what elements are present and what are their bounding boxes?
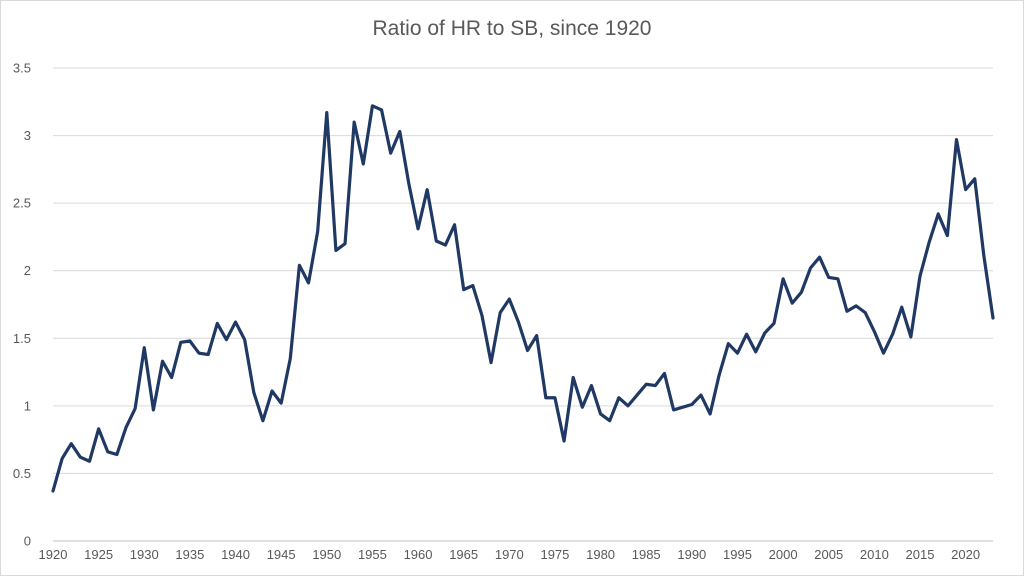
y-tick-label: 1	[24, 398, 31, 413]
x-tick-label: 1975	[540, 547, 569, 562]
x-tick-label: 2005	[814, 547, 843, 562]
series-layer	[51, 104, 995, 493]
y-tick-label: 1.5	[13, 331, 31, 346]
chart-title: Ratio of HR to SB, since 1920	[372, 17, 652, 40]
y-axis-tick-labels: 0 0.5 1 1.5 2 2.5 3 3.5	[13, 61, 31, 549]
x-axis-tick-labels: 1920 1925 1930 1935 1940 1945 1950 1955 1960 1965…	[39, 547, 981, 562]
x-tick-label: 1920	[39, 547, 68, 562]
y-tick-label: 2	[24, 263, 31, 278]
x-tick-label: 1925	[84, 547, 113, 562]
x-tick-label: 1945	[267, 547, 296, 562]
x-tick-label: 1965	[449, 547, 478, 562]
x-tick-label: 2020	[951, 547, 980, 562]
x-tick-label: 1935	[175, 547, 204, 562]
x-tick-label: 1950	[312, 547, 341, 562]
x-tick-label: 1980	[586, 547, 615, 562]
gridlines	[53, 67, 993, 542]
x-tick-label: 1995	[723, 547, 752, 562]
x-tick-label: 1955	[358, 547, 387, 562]
x-tick-label: 2015	[906, 547, 935, 562]
y-tick-label: 3.5	[13, 61, 31, 76]
x-tick-label: 2010	[860, 547, 889, 562]
series-line	[51, 104, 995, 493]
x-tick-label: 1960	[404, 547, 433, 562]
x-tick-label: 1970	[495, 547, 524, 562]
x-tick-label: 1985	[632, 547, 661, 562]
y-tick-label: 0.5	[13, 466, 31, 481]
x-tick-label: 1930	[130, 547, 159, 562]
x-tick-label: 1940	[221, 547, 250, 562]
y-tick-label: 2.5	[13, 196, 31, 211]
x-tick-label: 1990	[677, 547, 706, 562]
y-tick-label: 0	[24, 534, 31, 549]
y-tick-label: 3	[24, 128, 31, 143]
x-tick-label: 2000	[769, 547, 798, 562]
